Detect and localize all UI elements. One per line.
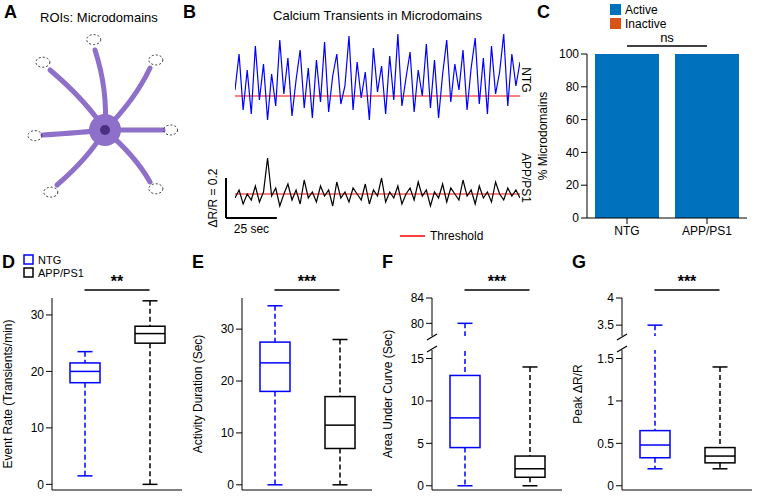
svg-text:1.5: 1.5: [597, 352, 614, 366]
svg-text:60: 60: [566, 113, 580, 127]
svg-text:10: 10: [221, 426, 235, 440]
svg-text:A: A: [4, 2, 17, 22]
svg-text:B: B: [183, 2, 196, 22]
svg-text:20: 20: [221, 374, 235, 388]
svg-text:Active: Active: [625, 3, 658, 17]
svg-text:0.5: 0.5: [597, 437, 614, 451]
svg-text:84: 84: [411, 291, 425, 305]
svg-text:0: 0: [417, 479, 424, 493]
svg-text:3.5: 3.5: [597, 318, 614, 332]
svg-text:APP/PS1: APP/PS1: [38, 267, 84, 279]
svg-text:Threshold: Threshold: [430, 229, 483, 243]
svg-text:D: D: [2, 252, 15, 272]
svg-text:**: **: [111, 273, 124, 290]
svg-text:G: G: [572, 252, 586, 272]
svg-text:ROIs: Microdomains: ROIs: Microdomains: [40, 10, 158, 25]
svg-text:ns: ns: [660, 30, 674, 45]
svg-text:Calcium Transients in Microdom: Calcium Transients in Microdomains: [273, 8, 482, 23]
svg-text:5: 5: [417, 437, 424, 451]
svg-text:APP/PS1: APP/PS1: [682, 224, 732, 238]
svg-text:10: 10: [31, 421, 45, 435]
svg-text:NTG: NTG: [614, 224, 639, 238]
svg-text:APP/PS1: APP/PS1: [519, 153, 533, 203]
svg-text:80: 80: [566, 80, 580, 94]
svg-text:Inactive: Inactive: [625, 17, 667, 31]
svg-text:30: 30: [31, 308, 45, 322]
svg-text:80: 80: [411, 317, 425, 331]
svg-text:0: 0: [607, 479, 614, 493]
svg-text:Activity Duration (Sec): Activity Duration (Sec): [191, 335, 205, 454]
svg-text:***: ***: [488, 273, 507, 290]
svg-text:ΔR/R = 0.2: ΔR/R = 0.2: [206, 168, 220, 227]
svg-text:NTG: NTG: [519, 67, 533, 92]
svg-text:% Microdomains: % Microdomains: [536, 92, 550, 181]
svg-text:0: 0: [227, 478, 234, 492]
svg-text:0: 0: [37, 478, 44, 492]
svg-text:30: 30: [221, 322, 235, 336]
svg-text:1: 1: [607, 394, 614, 408]
svg-text:NTG: NTG: [38, 254, 61, 266]
svg-text:20: 20: [31, 365, 45, 379]
svg-text:Peak ΔR/R: Peak ΔR/R: [571, 364, 585, 424]
svg-text:4: 4: [607, 291, 614, 305]
svg-text:100: 100: [559, 47, 579, 61]
svg-text:40: 40: [566, 146, 580, 160]
svg-text:0: 0: [572, 211, 579, 225]
svg-text:***: ***: [298, 273, 317, 290]
svg-text:***: ***: [678, 273, 697, 290]
svg-text:25 sec: 25 sec: [234, 222, 269, 236]
svg-text:Area Under Curve (Sec): Area Under Curve (Sec): [381, 330, 395, 459]
svg-text:C: C: [537, 2, 550, 22]
svg-text:Event Rate (Transients/min): Event Rate (Transients/min): [1, 320, 15, 469]
svg-text:E: E: [192, 252, 204, 272]
svg-text:F: F: [382, 252, 393, 272]
svg-text:10: 10: [411, 394, 425, 408]
svg-text:20: 20: [566, 178, 580, 192]
svg-text:15: 15: [411, 352, 425, 366]
